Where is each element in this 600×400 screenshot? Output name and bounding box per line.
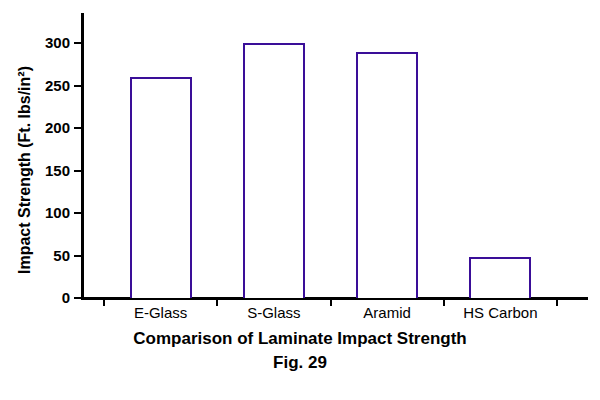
figure-number: Fig. 29 bbox=[0, 353, 600, 373]
y-tick-label-150: 150 bbox=[28, 162, 70, 180]
y-tick-0 bbox=[74, 297, 81, 299]
bar-e-glass bbox=[130, 77, 192, 298]
y-tick-300 bbox=[74, 42, 81, 44]
bar-hs-carbon bbox=[469, 257, 531, 298]
bar-s-glass bbox=[243, 43, 305, 298]
y-tick-250 bbox=[74, 85, 81, 87]
y-tick-label-200: 200 bbox=[28, 119, 70, 137]
y-tick-150 bbox=[74, 170, 81, 172]
impact-strength-bar-chart: Impact Strength (Ft. lbs/in²) 0501001502… bbox=[0, 0, 600, 400]
y-tick-label-100: 100 bbox=[28, 204, 70, 222]
y-tick-100 bbox=[74, 212, 81, 214]
x-category-label-hs-carbon: HS Carbon bbox=[444, 304, 556, 321]
y-tick-label-0: 0 bbox=[28, 289, 70, 307]
x-category-label-s-glass: S-Glass bbox=[218, 304, 330, 321]
y-tick-label-300: 300 bbox=[28, 34, 70, 52]
x-category-label-e-glass: E-Glass bbox=[105, 304, 217, 321]
y-axis-line bbox=[81, 13, 84, 300]
bar-aramid bbox=[356, 52, 418, 299]
y-tick-200 bbox=[74, 127, 81, 129]
y-tick-label-250: 250 bbox=[28, 77, 70, 95]
chart-title: Comparison of Laminate Impact Strength bbox=[0, 329, 600, 349]
y-tick-50 bbox=[74, 255, 81, 257]
x-category-label-aramid: Aramid bbox=[331, 304, 443, 321]
y-tick-label-50: 50 bbox=[28, 247, 70, 265]
